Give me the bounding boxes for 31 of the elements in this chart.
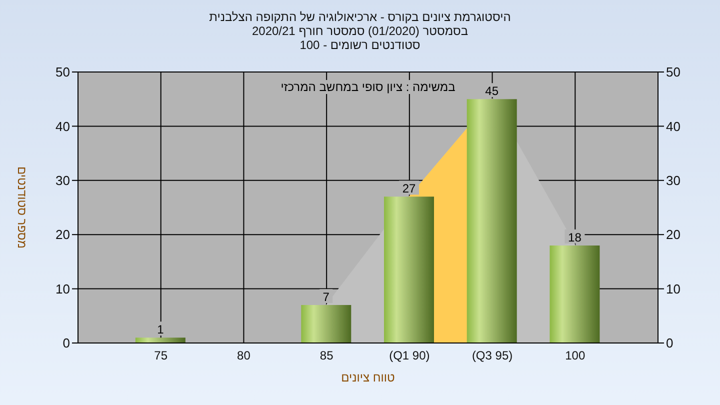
y-tick-label: 10 <box>56 281 70 296</box>
y-tick-label: 0 <box>62 336 70 351</box>
y2-tick-label: 10 <box>666 281 680 296</box>
chart-title: היסטוגרמת ציונים בקורס - ארכיאולוגיה של התקופה הצלבנית <box>208 10 512 24</box>
x-axis-title: טווח ציונים <box>341 370 396 385</box>
data-label: 27 <box>402 182 416 196</box>
y-tick-label: 30 <box>56 173 70 188</box>
annotation: במשימה : ציון סופי במחשב המרכזי <box>278 80 458 94</box>
x-tick-label: (Q3 95) <box>472 348 513 363</box>
y-tick-label: 50 <box>56 64 70 80</box>
y2-tick-label: 40 <box>666 118 680 134</box>
data-label: 7 <box>322 290 330 304</box>
y-tick-label: 20 <box>56 227 70 242</box>
x-tick-label: 80 <box>237 348 251 363</box>
data-label: 1 <box>157 322 164 337</box>
bar <box>135 338 186 343</box>
chart-subtitle: בסמסטר (01/2020) סמסטר חורף 2020/21 סטודנטים רשומים - 100 <box>250 24 470 52</box>
x-tick-label: 85 <box>320 348 334 363</box>
y2-tick-label: 0 <box>666 336 674 351</box>
y2-tick-label: 30 <box>666 173 680 188</box>
y2-tick-label: 20 <box>666 227 680 242</box>
bar <box>301 305 352 343</box>
data-label: 18 <box>568 230 582 244</box>
data-label: 45 <box>485 84 499 98</box>
y-tick-label: 40 <box>56 118 70 134</box>
y2-tick-label: 50 <box>666 64 680 80</box>
x-tick-label: (Q1 90) <box>389 348 430 363</box>
x-tick-label: 75 <box>154 348 168 363</box>
x-tick-label: 100 <box>565 348 586 363</box>
bar <box>550 245 600 343</box>
y-axis-title: מספר סטודנטים <box>14 166 29 249</box>
